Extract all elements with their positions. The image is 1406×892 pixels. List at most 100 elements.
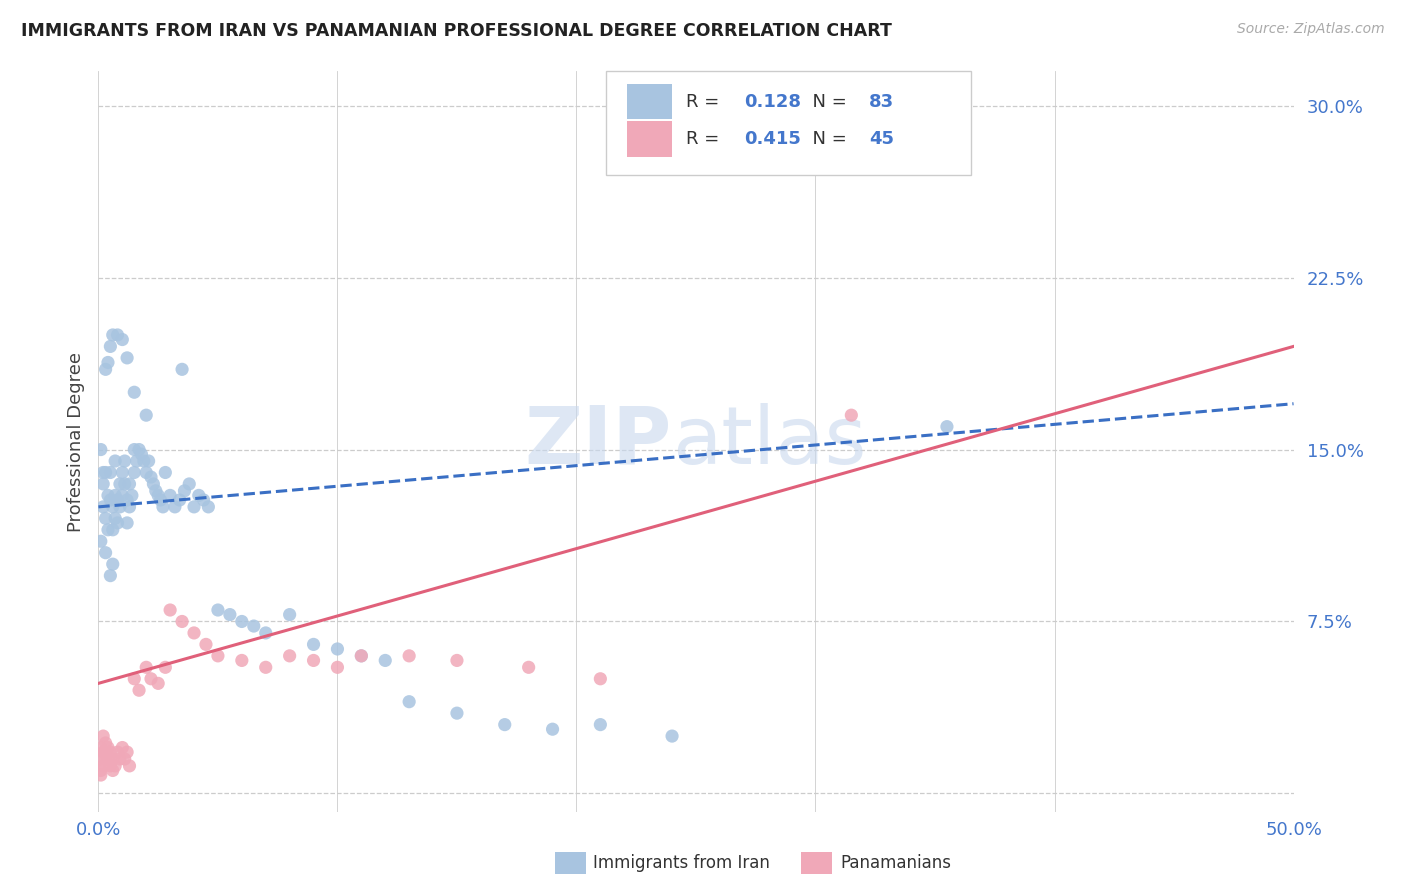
Point [172,362,194,376]
Y-axis label: Professional Degree: Professional Degree [66,351,84,532]
Point [90,764,112,778]
Text: IMMIGRANTS FROM IRAN VS PANAMANIAN PROFESSIONAL DEGREE CORRELATION CHART: IMMIGRANTS FROM IRAN VS PANAMANIAN PROFE… [21,22,891,40]
Point [107,493,129,508]
Point [142,477,165,491]
Point [152,500,174,514]
Point [104,454,127,468]
Point [114,477,136,491]
Point [111,488,134,502]
Point [101,328,124,343]
Point [131,447,153,461]
Point [91,466,114,480]
Point [97,355,120,369]
Point [94,511,117,525]
Point [163,500,186,514]
Point [148,676,170,690]
Point [197,500,219,514]
Point [114,454,136,468]
Point [101,500,124,514]
Text: 83: 83 [869,93,894,111]
Point [91,759,114,773]
Point [145,483,167,498]
Point [107,516,129,530]
Point [91,477,114,491]
Point [841,408,863,422]
Point [114,752,136,766]
Point [94,752,117,766]
Text: Immigrants from Iran: Immigrants from Iran [593,855,770,872]
Point [118,759,141,773]
Point [98,493,122,508]
Point [159,488,181,502]
Point [193,493,215,508]
Text: atlas: atlas [672,402,866,481]
Text: 0.128: 0.128 [744,93,801,111]
Point [139,672,162,686]
Point [254,626,277,640]
Point [173,483,195,498]
Point [135,408,157,422]
Point [231,615,253,629]
Point [169,493,191,508]
Bar [627,84,672,120]
Point [207,603,229,617]
Point [125,454,148,468]
Point [128,683,150,698]
Point [90,442,112,457]
Point [101,557,124,571]
Point [517,660,540,674]
Point [135,466,157,480]
Point [94,546,117,560]
Point [118,500,141,514]
Point [589,717,612,731]
Point [101,764,124,778]
Point [135,660,157,674]
Point [115,493,138,508]
Point [350,648,373,663]
Point [94,362,117,376]
Point [104,759,127,773]
Point [91,745,114,759]
Point [179,477,201,491]
Point [90,740,112,755]
Point [183,500,205,514]
Point [149,493,172,508]
Point [115,351,138,365]
Text: Panamanians: Panamanians [841,855,952,872]
Point [97,740,120,755]
Point [374,653,396,667]
Text: R =: R = [686,93,725,111]
Point [494,717,516,731]
Point [302,653,325,667]
Text: N =: N = [801,129,852,148]
Point [107,745,129,759]
Point [398,648,420,663]
Point [398,695,420,709]
Point [91,500,114,514]
Point [97,488,120,502]
Point [254,660,277,674]
Point [195,637,218,651]
Point [111,740,134,755]
Point [90,768,112,782]
Point [104,511,127,525]
Point [107,328,129,343]
Point [91,729,114,743]
Point [124,442,146,457]
Point [326,642,349,657]
Point [936,419,959,434]
Text: Source: ZipAtlas.com: Source: ZipAtlas.com [1237,22,1385,37]
Text: 0.415: 0.415 [744,129,800,148]
Point [187,488,209,502]
Point [108,477,131,491]
Point [446,706,468,721]
Point [132,454,155,468]
Point [278,607,301,622]
Point [98,745,122,759]
Point [97,752,120,766]
Bar [627,121,672,156]
Point [94,745,117,759]
Point [159,603,181,617]
Point [589,672,612,686]
Point [207,648,229,663]
